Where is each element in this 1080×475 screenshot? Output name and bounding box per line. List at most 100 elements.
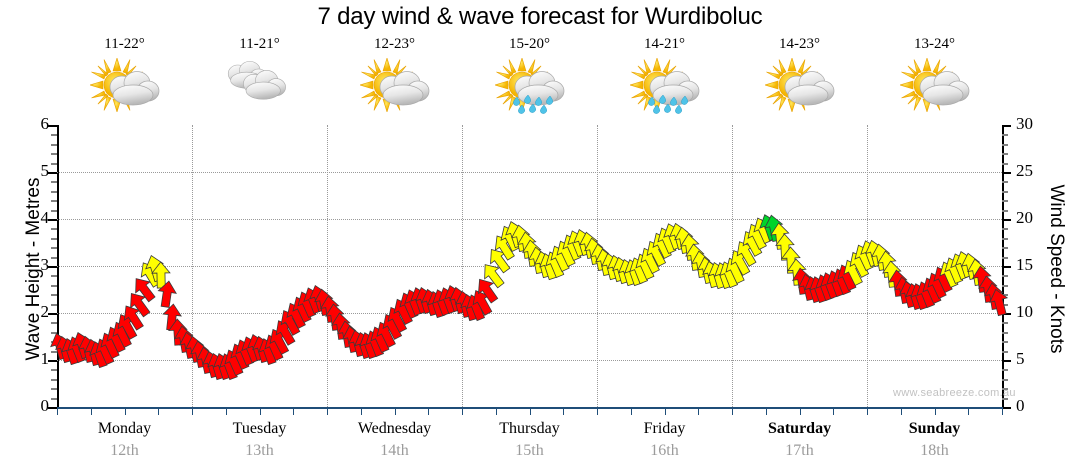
- y-tick-minor-left: [51, 350, 57, 353]
- y-tick-right: [1002, 407, 1011, 409]
- day-footer-monday: Monday 12th: [57, 420, 192, 460]
- y-tick-minor-left: [51, 322, 57, 325]
- y-tick-right: [1002, 313, 1011, 315]
- y-tick-left: [48, 266, 57, 268]
- day-footer-saturday: Saturday 17th: [732, 420, 867, 460]
- y-tick-minor-left: [51, 275, 57, 278]
- gridline-v: [462, 125, 463, 407]
- y-tick-minor-right: [1002, 331, 1008, 334]
- page-title: 7 day wind & wave forecast for Wurdibolu…: [317, 3, 763, 30]
- y-tick-label-left: 2: [40, 302, 50, 321]
- day-footer-sunday: Sunday 18th: [867, 420, 1002, 460]
- y-tick-minor-right: [1002, 341, 1008, 344]
- gridline-h: [57, 360, 1002, 361]
- y-tick-left: [48, 125, 57, 127]
- x-tick: [698, 407, 700, 415]
- x-tick: [732, 407, 733, 415]
- y-tick-minor-right: [1002, 322, 1008, 325]
- y-tick-minor-right: [1002, 162, 1008, 165]
- watermark: www.seabreeze.com.au: [893, 387, 1016, 399]
- day-name: Friday: [643, 420, 686, 437]
- x-tick: [529, 407, 531, 415]
- y-tick-minor-left: [51, 331, 57, 334]
- x-tick: [327, 407, 328, 415]
- y-tick-minor-left: [51, 256, 57, 259]
- y-tick-minor-right: [1002, 275, 1008, 278]
- y-tick-minor-left: [51, 388, 57, 391]
- day-name: Wednesday: [357, 420, 432, 437]
- day-footer-friday: Friday 16th: [597, 420, 732, 460]
- day-header-wednesday: 12-23°: [327, 36, 462, 117]
- gridline-h: [57, 266, 1002, 267]
- x-tick: [765, 407, 767, 415]
- day-footer-tuesday: Tuesday 13th: [192, 420, 327, 460]
- y-tick-minor-right: [1002, 303, 1008, 306]
- y-tick-label-left: 5: [40, 161, 50, 180]
- gridline-v: [192, 125, 193, 407]
- y-tick-label-right: 25: [1016, 161, 1033, 180]
- y-tick-left: [48, 313, 57, 315]
- y-tick-label-right: 30: [1016, 114, 1033, 133]
- y-tick-minor-right: [1002, 378, 1008, 381]
- day-date: 13th: [245, 442, 274, 459]
- x-tick: [934, 407, 936, 415]
- y-tick-minor-left: [51, 247, 57, 250]
- x-tick: [495, 407, 497, 415]
- day-temperature-range: 11-22°: [104, 36, 145, 52]
- y-tick-minor-left: [51, 237, 57, 240]
- weather-icon: [223, 57, 297, 117]
- y-tick-minor-left: [51, 303, 57, 306]
- y-tick-right: [1002, 172, 1011, 174]
- day-header-tuesday: 11-21°: [192, 36, 327, 117]
- day-temperature-range: 13-24°: [914, 36, 955, 52]
- x-tick: [833, 407, 835, 415]
- y-tick-minor-right: [1002, 256, 1008, 259]
- x-tick: [192, 407, 193, 415]
- day-name: Monday: [97, 420, 152, 437]
- weather-icon: [763, 57, 837, 117]
- x-tick: [799, 407, 801, 415]
- day-header-thursday: 15-20°: [462, 36, 597, 117]
- x-tick: [630, 407, 632, 415]
- weather-icon: [493, 57, 567, 117]
- weather-icon: [628, 57, 702, 117]
- y-tick-left: [48, 407, 57, 409]
- y-tick-minor-left: [51, 134, 57, 137]
- y-tick-right: [1002, 219, 1011, 221]
- x-tick: [563, 407, 565, 415]
- weather-icon: [88, 57, 162, 117]
- y-tick-label-right: 20: [1016, 208, 1033, 227]
- x-tick: [124, 407, 126, 415]
- y-tick-minor-left: [51, 153, 57, 156]
- y-tick-left: [48, 219, 57, 221]
- y-tick-minor-right: [1002, 134, 1008, 137]
- day-header-monday: 11-22°: [57, 36, 192, 117]
- gridline-v: [327, 125, 328, 407]
- y-tick-minor-right: [1002, 350, 1008, 353]
- x-tick: [394, 407, 396, 415]
- y-tick-minor-right: [1002, 397, 1008, 400]
- day-name: Tuesday: [232, 420, 287, 437]
- y-tick-minor-right: [1002, 247, 1008, 250]
- y-tick-minor-right: [1002, 228, 1008, 231]
- x-tick: [597, 407, 598, 415]
- y-tick-minor-left: [51, 369, 57, 372]
- y-tick-minor-right: [1002, 200, 1008, 203]
- gridline-h: [57, 219, 1002, 220]
- y-tick-minor-right: [1002, 181, 1008, 184]
- y-tick-minor-right: [1002, 284, 1008, 287]
- y-tick-left: [48, 172, 57, 174]
- y-tick-label-left: 4: [40, 208, 50, 227]
- y-tick-minor-right: [1002, 153, 1008, 156]
- x-tick: [900, 407, 902, 415]
- day-temperature-range: 15-20°: [509, 36, 550, 52]
- y-tick-label-left: 3: [40, 255, 50, 274]
- y-tick-right: [1002, 125, 1011, 127]
- y-tick-minor-left: [51, 209, 57, 212]
- day-date: 16th: [650, 442, 679, 459]
- y-tick-label-left: 6: [40, 114, 50, 133]
- y-tick-minor-left: [51, 397, 57, 400]
- y-tick-minor-left: [51, 162, 57, 165]
- y-tick-minor-left: [51, 284, 57, 287]
